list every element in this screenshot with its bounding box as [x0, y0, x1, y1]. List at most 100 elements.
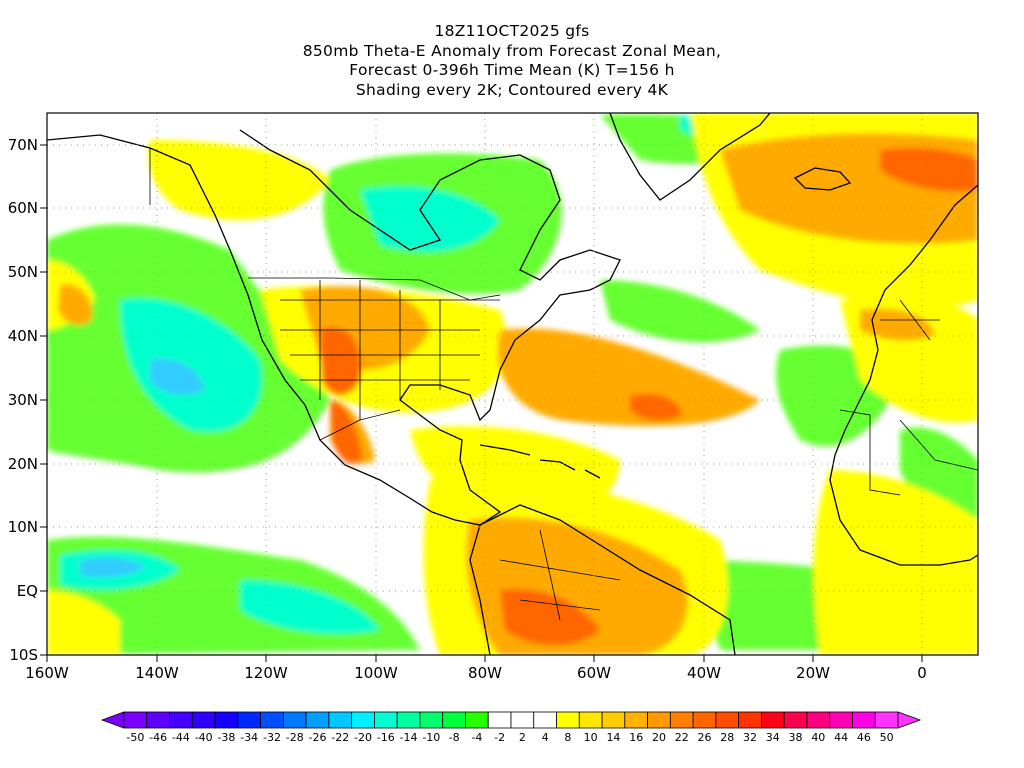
- yellow-region: [813, 470, 978, 655]
- legend-label: 16: [629, 731, 643, 744]
- hot-spot: [320, 327, 361, 395]
- legend-label: -44: [172, 731, 190, 744]
- legend-label: 50: [880, 731, 894, 744]
- legend-swatch: [692, 711, 717, 729]
- legend-label: -22: [331, 731, 349, 744]
- lon-tick-label: 140W: [135, 664, 179, 682]
- title-line-3: Forecast 0-396h Time Mean (K) T=156 h: [349, 61, 675, 79]
- lat-lon-grid: [47, 113, 978, 655]
- legend-label: -38: [217, 731, 235, 744]
- legend-label: -26: [309, 731, 327, 744]
- blue-region: [150, 359, 205, 396]
- greenland-coast: [609, 113, 771, 201]
- legend-label: -46: [149, 731, 167, 744]
- legend-swatch: [419, 711, 444, 729]
- legend-swatch: [487, 711, 512, 729]
- lon-tick-label: 160W: [25, 664, 69, 682]
- lon-tick-label: 60W: [577, 664, 611, 682]
- hot-spot: [630, 393, 682, 421]
- legend-swatch: [374, 711, 398, 729]
- yellow-region: [47, 590, 120, 655]
- blue-region: [80, 557, 145, 578]
- lat-tick-label: 10S: [9, 646, 38, 664]
- cyan-region: [120, 298, 262, 432]
- hot-spot: [330, 400, 362, 464]
- legend-swatch: [214, 711, 239, 729]
- lon-tick-labels: 160W 140W 120W 100W 80W 60W 40W 20W 0: [25, 664, 927, 682]
- legend-label: -2: [494, 731, 505, 744]
- legend-label: 26: [698, 731, 712, 744]
- legend-swatch: [123, 711, 148, 729]
- legend-label: 28: [720, 731, 734, 744]
- cyan-region: [240, 580, 380, 634]
- legend-swatch: [191, 711, 216, 729]
- legend-swatch: [237, 711, 261, 729]
- legend-label: 22: [675, 731, 689, 744]
- title-line-2: 850mb Theta-E Anomaly from Forecast Zona…: [302, 41, 722, 60]
- south-america-coast: [469, 504, 736, 655]
- legend-label: 8: [564, 731, 571, 744]
- orange-region: [58, 284, 93, 326]
- legend-swatch: [738, 711, 762, 729]
- tick-marks: [40, 144, 923, 662]
- green-region: [600, 280, 760, 343]
- lon-tick-label: 20W: [796, 664, 830, 682]
- legend-label: -8: [449, 731, 460, 744]
- lat-tick-label: 30N: [8, 391, 38, 409]
- legend-swatches: [100, 711, 922, 729]
- legend-swatch: [351, 711, 375, 729]
- legend-label: -20: [354, 731, 372, 744]
- legend-arrow-high: [897, 711, 922, 729]
- legend-label: 44: [834, 731, 848, 744]
- lat-tick-labels: 70N 60N 50N 40N 30N 20N 10N EQ 10S: [8, 136, 38, 664]
- legend-label: -32: [263, 731, 281, 744]
- legend-swatch: [146, 711, 170, 729]
- legend-label: 14: [606, 731, 620, 744]
- legend-label: -16: [377, 731, 395, 744]
- shaded-field: [47, 113, 978, 655]
- legend-swatch: [647, 711, 671, 729]
- anomaly-map: 160W 140W 120W 100W 80W 60W 40W 20W 0 70…: [8, 112, 979, 682]
- legend-swatch: [715, 711, 740, 729]
- legend-label: -10: [422, 731, 440, 744]
- orange-region: [860, 308, 935, 341]
- lon-tick-label: 0: [917, 664, 927, 682]
- legend-swatch: [169, 711, 193, 729]
- legend-label: 20: [652, 731, 666, 744]
- legend-label: 34: [766, 731, 780, 744]
- cyan-region: [360, 186, 500, 252]
- yellow-region: [148, 140, 330, 220]
- legend-label: 32: [743, 731, 757, 744]
- legend-swatch: [578, 711, 603, 729]
- legend-swatch: [282, 711, 307, 729]
- lat-tick-label: 40N: [8, 327, 38, 345]
- orange-region: [497, 328, 760, 426]
- legend-swatch: [465, 711, 489, 729]
- legend-labels: -50 -46 -44 -40 -38 -34 -32 -28 -26 -22 -20 -16 -14-…: [126, 731, 893, 744]
- plot-titles: 18Z11OCT2025 gfs 850mb Theta-E Anomaly f…: [0, 22, 1024, 100]
- legend-label: 40: [811, 731, 825, 744]
- legend-swatch: [783, 711, 808, 729]
- legend-label: 2: [519, 731, 526, 744]
- europe-africa-coast: [829, 184, 978, 566]
- legend-swatch: [874, 711, 899, 729]
- legend-swatch: [556, 711, 580, 729]
- legend-label: -14: [400, 731, 418, 744]
- legend-swatch: [328, 711, 353, 729]
- lat-tick-label: 50N: [8, 263, 38, 281]
- hot-spot: [880, 148, 978, 192]
- lon-tick-label: 100W: [354, 664, 398, 682]
- legend-label: -40: [195, 731, 213, 744]
- hot-spot: [500, 589, 600, 645]
- lat-tick-label: 60N: [8, 199, 38, 217]
- legend-swatch: [396, 711, 421, 729]
- legend-swatch: [260, 711, 284, 729]
- legend-swatch: [669, 711, 694, 729]
- legend-swatch: [806, 711, 831, 729]
- coastlines: [47, 113, 978, 655]
- legend-label: -50: [126, 731, 144, 744]
- borders: [149, 148, 978, 621]
- legend-label: 4: [542, 731, 549, 744]
- lon-tick-label: 80W: [468, 664, 502, 682]
